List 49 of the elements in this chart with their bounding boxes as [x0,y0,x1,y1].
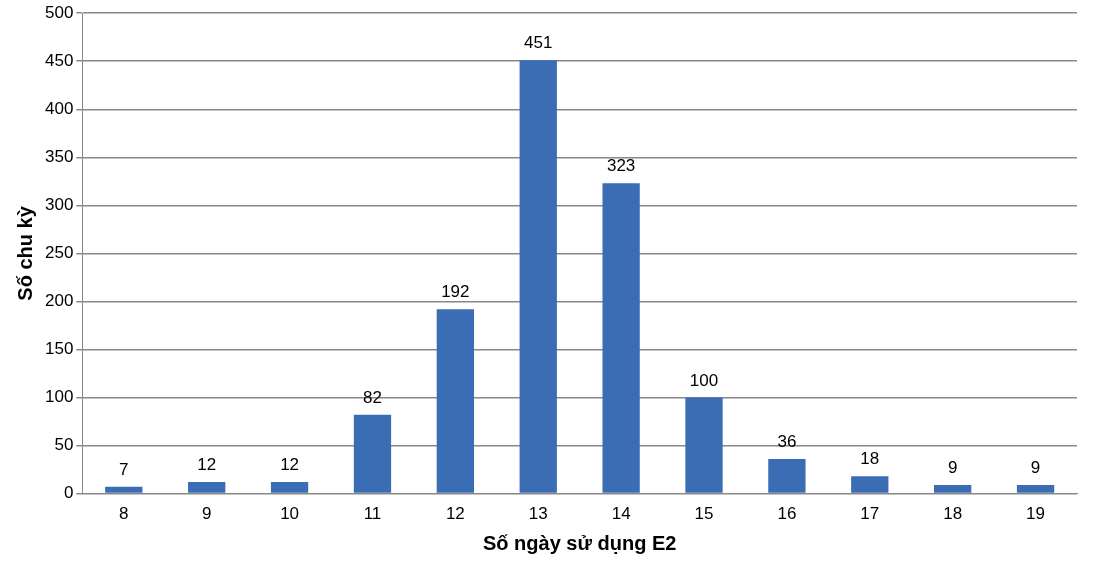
x-tick-label: 8 [119,504,129,524]
y-tick-label: 200 [44,291,74,311]
y-tick-label: 350 [44,147,74,167]
data-label: 18 [860,449,880,469]
x-tick-label: 13 [528,504,548,524]
data-label: 82 [363,388,382,407]
data-label: 100 [689,370,719,390]
y-tick-label: 0 [63,483,74,503]
y-tick-label: 250 [44,243,74,263]
y-axis-title: Số chu kỳ [13,205,36,301]
data-label: 323 [606,156,636,176]
bar [851,476,889,493]
bar [934,484,972,493]
data-label: 12 [280,455,300,475]
x-tick-label: 19 [1026,504,1046,524]
x-tick-label: 12 [445,504,465,524]
y-tick-label: 450 [44,50,74,70]
data-label: 192 [441,282,470,302]
data-label: 9 [947,458,958,478]
x-tick-label: 16 [777,504,797,524]
bar [436,309,474,493]
bar [270,482,309,493]
data-label: 7 [119,460,129,480]
x-tick-label: 17 [860,504,880,524]
x-tick-label: 14 [611,504,631,524]
x-tick-label: 9 [201,504,212,524]
bar [768,459,806,493]
data-label: 36 [777,432,797,452]
bar [685,397,723,493]
bar [105,486,143,493]
bar [1016,484,1055,493]
y-tick-label: 300 [44,195,74,215]
data-label: 12 [197,455,217,475]
bar [519,60,557,493]
y-tick-label: 400 [44,98,74,118]
bar [353,414,392,493]
bar [602,183,640,493]
x-tick-label: 10 [280,504,300,524]
x-tick-label: 18 [943,504,963,524]
data-label: 9 [1030,458,1041,478]
data-label: 451 [524,33,553,53]
y-tick-label: 100 [44,387,74,407]
x-axis-title: Số ngày sử dụng E2 [482,531,677,554]
x-tick-label: 15 [694,504,714,524]
y-tick-label: 500 [44,2,74,22]
y-tick-label: 150 [44,339,74,359]
x-tick-label: 11 [363,504,382,524]
y-tick-label: 50 [54,435,74,455]
bar [188,482,226,493]
